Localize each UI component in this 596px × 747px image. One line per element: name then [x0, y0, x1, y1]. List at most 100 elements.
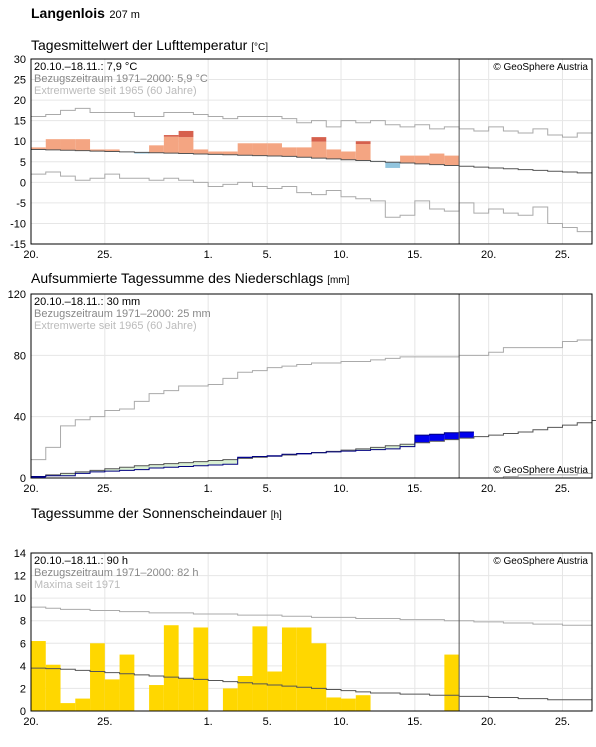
info-line: 20.10.–18.11.: 90 h [34, 555, 128, 567]
precipitation-anomaly-bar [134, 466, 149, 470]
sunshine-bar [223, 688, 238, 711]
temperature-min-line [31, 172, 592, 232]
temperature-anomaly-bar [252, 143, 267, 155]
sunshine-bar [75, 699, 90, 711]
precipitation-anomaly-bar [415, 435, 430, 443]
sunshine-bar [356, 695, 371, 711]
temperature-anomaly-bar [444, 156, 459, 166]
x-tick-label: 1. [204, 716, 213, 728]
x-tick-label: 25. [97, 483, 112, 495]
info-line: 20.10.–18.11.: 7,9 °C [34, 61, 137, 73]
sunshine-bar [105, 679, 120, 711]
sunshine-unit: [h] [271, 510, 282, 521]
x-tick-label: 20. [481, 483, 496, 495]
precipitation-anomaly-bar [149, 465, 164, 468]
temperature-anomaly-bar [75, 139, 90, 151]
x-tick-label: 20. [23, 249, 38, 261]
sunshine-bar [31, 641, 46, 711]
y-tick-label: 0 [20, 177, 26, 189]
y-tick-label: 12 [14, 571, 26, 583]
x-tick-label: 5. [263, 483, 272, 495]
temperature-anomaly-bar [61, 139, 76, 150]
temperature-anomaly-bar [149, 145, 164, 152]
y-tick-label: 2 [20, 683, 26, 695]
y-tick-label: 40 [14, 412, 26, 424]
temperature-anomaly-bar-strong [312, 137, 327, 142]
y-tick-label: -5 [16, 198, 26, 210]
info-line: Bezugszeitraum 1971–2000: 5,9 °C [34, 73, 208, 85]
sunshine-bar [164, 625, 179, 711]
copyright-text: © GeoSphere Austria [493, 465, 588, 476]
x-tick-label: 10. [333, 483, 348, 495]
x-tick-label: 25. [555, 483, 570, 495]
sunshine-bar [149, 685, 164, 711]
temperature-anomaly-bar-strong [179, 131, 194, 137]
temperature-anomaly-bar-cold [385, 162, 400, 168]
y-tick-label: 5 [20, 157, 26, 169]
x-tick-label: 25. [97, 716, 112, 728]
sunshine-bar [179, 678, 194, 711]
sunshine-chart-title: Tagessumme der Sonnenscheindauer [h] [31, 505, 282, 521]
temperature-anomaly-bar [282, 147, 297, 156]
temperature-anomaly-bar-strong [356, 141, 371, 144]
precipitation-anomaly-bar [430, 434, 445, 441]
x-tick-label: 20. [23, 716, 38, 728]
temperature-anomaly-bar-strong [164, 135, 179, 137]
sunshine-chart: 0246810121420.25.1.5.10.15.20.25.20.10.–… [0, 535, 596, 747]
y-tick-label: 10 [14, 136, 26, 148]
precipitation-anomaly-bar [208, 461, 223, 465]
temperature-anomaly-bar [312, 142, 327, 158]
y-tick-label: 120 [8, 289, 26, 301]
sunshine-bar [252, 626, 267, 711]
x-tick-label: 25. [555, 716, 570, 728]
x-tick-label: 15. [407, 716, 422, 728]
info-line: 20.10.–18.11.: 30 mm [34, 296, 140, 308]
temperature-anomaly-bar [326, 149, 341, 158]
info-line: Bezugszeitraum 1971–2000: 82 h [34, 567, 199, 579]
precipitation-anomaly-bar [444, 433, 459, 440]
precipitation-observed-line [31, 432, 474, 476]
x-tick-label: 5. [263, 249, 272, 261]
temperature-anomaly-bar [430, 154, 445, 165]
info-line: Maxima seit 1971 [34, 579, 120, 591]
x-tick-label: 20. [481, 249, 496, 261]
sunshine-bar [193, 627, 208, 711]
temperature-chart: -15-10-505101520253020.25.1.5.10.15.20.2… [0, 40, 596, 260]
info-line: Extremwerte seit 1965 (60 Jahre) [34, 320, 197, 332]
sunshine-bar [312, 643, 327, 711]
precipitation-anomaly-bar [193, 462, 208, 466]
sunshine-bar [90, 643, 105, 711]
x-tick-label: 10. [333, 716, 348, 728]
sunshine-bar [238, 676, 253, 711]
y-tick-label: -10 [10, 218, 26, 230]
temperature-anomaly-bar [415, 156, 430, 164]
sunshine-bar [120, 655, 135, 711]
precipitation-anomaly-bar [179, 463, 194, 467]
station-elevation: 207 m [109, 9, 140, 21]
precipitation-anomaly-bar [459, 432, 474, 438]
info-line: Extremwerte seit 1965 (60 Jahre) [34, 85, 197, 97]
temperature-anomaly-bar [267, 143, 282, 156]
sunshine-bar [297, 627, 312, 711]
x-tick-label: 1. [204, 483, 213, 495]
sunshine-bar [444, 655, 459, 711]
sunshine-bar [267, 672, 282, 712]
copyright-text: © GeoSphere Austria [493, 556, 588, 567]
sunshine-bar [341, 699, 356, 711]
temperature-anomaly-bar [46, 139, 61, 150]
y-tick-label: 8 [20, 616, 26, 628]
temperature-anomaly-bar [356, 144, 371, 160]
station-name: Langenlois [31, 5, 105, 21]
x-tick-label: 5. [263, 716, 272, 728]
info-line: Bezugszeitraum 1971–2000: 25 mm [34, 308, 211, 320]
copyright-text: © GeoSphere Austria [493, 62, 588, 73]
sunshine-bar [46, 665, 61, 711]
y-tick-label: 10 [14, 593, 26, 605]
x-tick-label: 20. [23, 483, 38, 495]
y-tick-label: 80 [14, 350, 26, 362]
sunshine-title-text: Tagessumme der Sonnenscheindauer [31, 505, 267, 521]
temperature-anomaly-bar [164, 137, 179, 153]
x-tick-label: 15. [407, 483, 422, 495]
precipitation-anomaly-bar [223, 460, 238, 465]
x-tick-label: 15. [407, 249, 422, 261]
